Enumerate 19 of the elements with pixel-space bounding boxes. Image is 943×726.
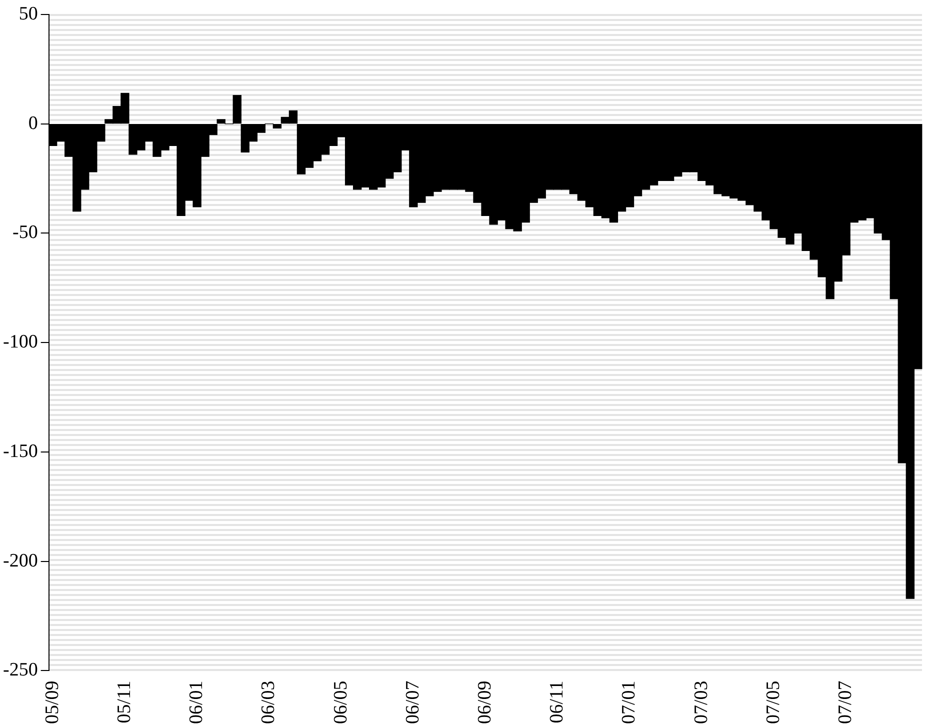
x-tick-label: 05/09 xyxy=(42,680,63,724)
x-tick-label: 06/03 xyxy=(258,680,280,724)
x-tick-label: 07/07 xyxy=(835,680,856,724)
y-tick-label: -150 xyxy=(3,440,38,462)
x-tick-label: 07/05 xyxy=(762,680,784,724)
y-tick-label: 0 xyxy=(28,112,38,134)
y-tick-label: -50 xyxy=(12,222,38,244)
x-tick-label: 06/05 xyxy=(330,680,352,724)
x-tick-label: 05/11 xyxy=(114,680,135,724)
x-tick-label: 06/09 xyxy=(474,680,496,724)
y-tick-label: -250 xyxy=(3,660,38,681)
x-tick-label: 06/07 xyxy=(402,680,424,724)
y-tick-label: -100 xyxy=(3,332,38,353)
x-tick-label: 07/01 xyxy=(618,680,640,724)
x-tick-label: 07/03 xyxy=(690,680,712,724)
y-tick-label: -200 xyxy=(3,550,38,572)
y-tick-label: 50 xyxy=(18,3,38,24)
x-tick-label: 06/01 xyxy=(186,680,208,724)
x-tick-label: 06/11 xyxy=(546,680,568,724)
